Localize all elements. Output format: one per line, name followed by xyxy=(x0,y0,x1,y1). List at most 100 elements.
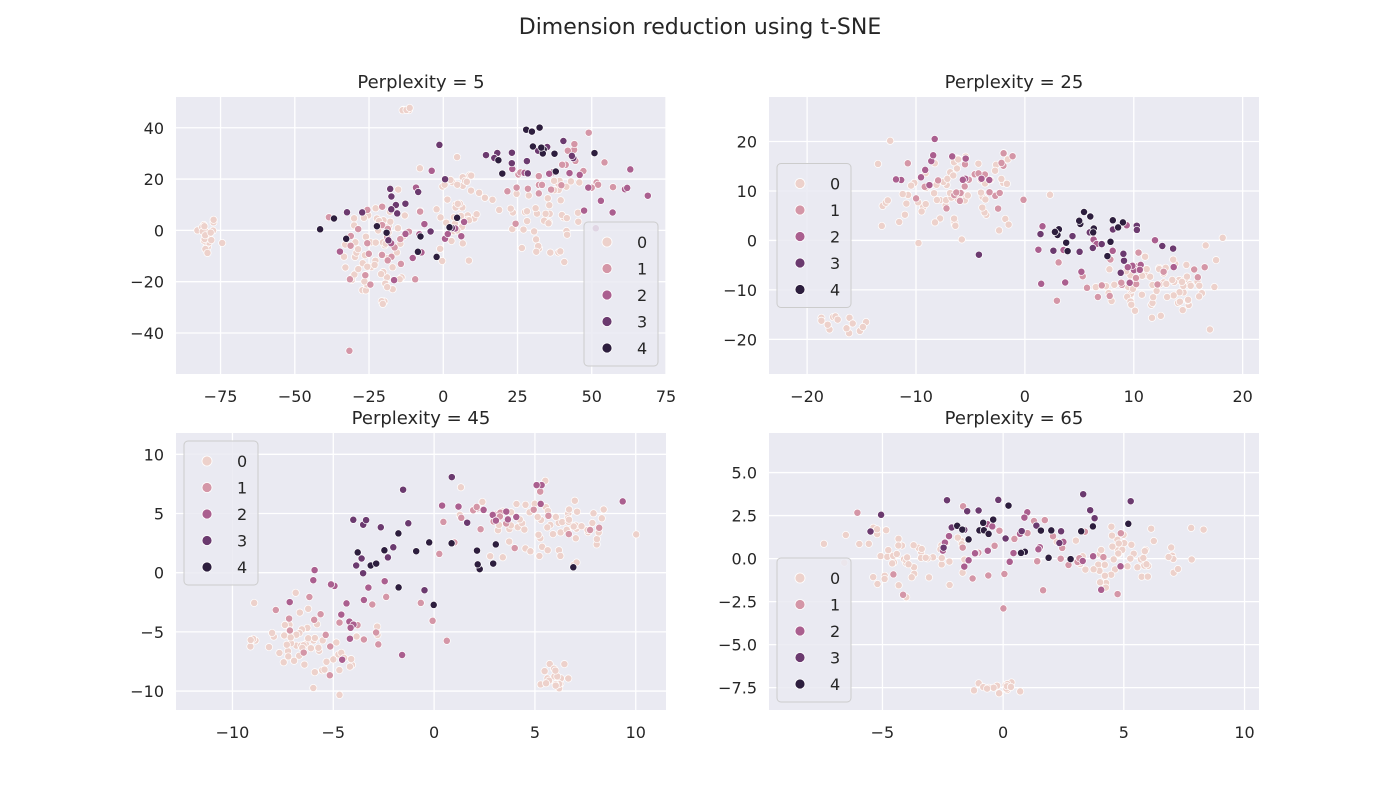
scatter-point xyxy=(977,188,985,197)
scatter-point xyxy=(316,610,325,619)
scatter-point xyxy=(1052,296,1061,305)
scatter-point xyxy=(1061,278,1070,287)
scatter-point xyxy=(543,194,552,203)
x-tick-label: 5 xyxy=(1119,723,1129,742)
scatter-point xyxy=(341,263,350,272)
scatter-point xyxy=(565,505,574,514)
scatter-point xyxy=(1126,497,1135,506)
scatter-point xyxy=(309,576,318,585)
scatter-point xyxy=(388,263,397,272)
scatter-point xyxy=(285,598,294,607)
scatter-point xyxy=(948,152,957,161)
x-tick-label: −10 xyxy=(899,387,933,406)
scatter-point xyxy=(1008,152,1017,161)
scatter-point xyxy=(600,158,609,167)
scatter-point xyxy=(957,235,966,244)
scatter-point xyxy=(378,202,387,211)
scatter-point xyxy=(892,550,901,558)
scatter-point xyxy=(1133,563,1142,572)
scatter-point xyxy=(404,519,413,528)
scatter-point xyxy=(974,159,983,168)
scatter-point xyxy=(337,610,346,619)
scatter-point xyxy=(1097,281,1106,290)
scatter-point xyxy=(398,651,407,659)
scatter-point xyxy=(564,674,573,683)
scatter-point xyxy=(945,532,953,541)
y-tick-label: −5.0 xyxy=(718,636,757,655)
scatter-point xyxy=(970,686,978,695)
scatter-point xyxy=(550,149,559,158)
y-tick-label: 40 xyxy=(144,119,164,138)
scatter-point xyxy=(904,560,913,569)
scatter-point xyxy=(1075,216,1084,225)
scatter-point xyxy=(618,497,627,506)
legend-label: 4 xyxy=(237,558,247,577)
scatter-point xyxy=(479,505,488,514)
scatter-point xyxy=(608,208,617,217)
scatter-point xyxy=(299,648,308,657)
scatter-point xyxy=(1036,230,1045,239)
scatter-point xyxy=(362,516,371,525)
scatter-point xyxy=(435,549,444,558)
scatter-point xyxy=(372,559,381,568)
x-tick-label: 10 xyxy=(1124,387,1144,406)
scatter-point xyxy=(310,668,319,677)
scatter-point xyxy=(378,250,386,259)
scatter-point xyxy=(953,533,962,542)
scatter-point xyxy=(467,186,475,195)
scatter-point xyxy=(350,214,359,223)
scatter-points xyxy=(193,103,652,355)
scatter-point xyxy=(1009,549,1018,558)
scatter-point xyxy=(491,516,500,525)
scatter-point xyxy=(389,543,398,552)
scatter-point xyxy=(1142,560,1151,569)
scatter-point xyxy=(1120,256,1128,265)
scatter-point xyxy=(394,583,403,592)
subplot-title: Perplexity = 45 xyxy=(352,408,491,429)
scatter-point xyxy=(985,188,994,197)
scatter-point xyxy=(438,501,447,510)
scatter-point xyxy=(335,618,344,627)
scatter-point xyxy=(864,539,873,548)
scatter-point xyxy=(447,539,456,548)
scatter-point xyxy=(597,514,606,523)
scatter-point xyxy=(931,218,939,227)
scatter-point xyxy=(930,189,939,198)
scatter-point xyxy=(984,571,993,580)
scatter-point xyxy=(320,665,329,674)
scatter-point xyxy=(569,522,578,531)
scatter-point xyxy=(1169,263,1178,272)
scatter-point xyxy=(1132,225,1141,234)
y-tick-label: −20 xyxy=(723,330,757,349)
scatter-point xyxy=(1034,245,1043,254)
scatter-point xyxy=(570,140,579,149)
scatter-point xyxy=(1105,265,1114,274)
legend: 0 1 2 3 4 xyxy=(776,557,852,703)
scatter-point xyxy=(902,199,911,208)
scatter-point xyxy=(441,175,450,184)
scatter-point xyxy=(873,580,882,588)
scatter-point xyxy=(206,228,215,237)
scatter-point xyxy=(386,184,395,193)
scatter-point xyxy=(305,593,314,601)
scatter-point xyxy=(558,160,567,169)
scatter-point xyxy=(894,534,903,543)
scatter-point xyxy=(819,539,828,548)
scatter-point xyxy=(343,208,351,217)
scatter-point xyxy=(1123,562,1132,571)
scatter-point xyxy=(482,151,490,160)
subplot-title: Perplexity = 25 xyxy=(945,72,1084,93)
scatter-point xyxy=(571,534,580,543)
legend-marker xyxy=(601,342,613,354)
x-tick-label: 10 xyxy=(1234,723,1254,742)
scatter-point xyxy=(463,518,472,527)
scatter-point xyxy=(472,502,481,511)
scatter-point xyxy=(310,615,319,624)
scatter-point xyxy=(393,224,402,233)
scatter-point xyxy=(486,552,495,561)
scatter-point xyxy=(528,142,537,151)
x-tick-label: 20 xyxy=(1232,387,1252,406)
scatter-point xyxy=(309,684,318,692)
scatter-point xyxy=(512,500,521,508)
scatter-point xyxy=(917,173,925,182)
